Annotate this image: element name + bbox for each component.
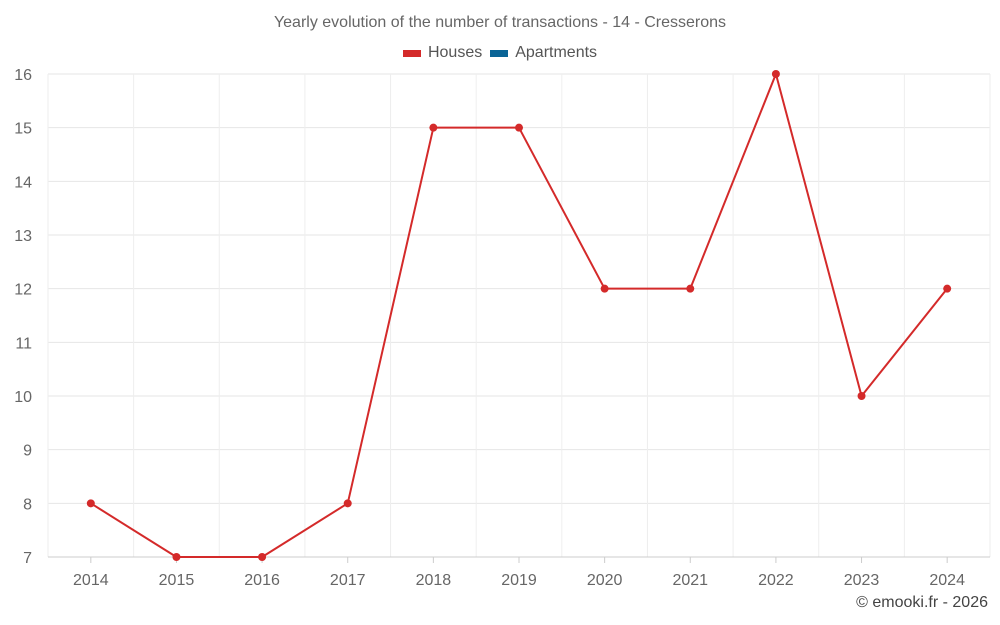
y-tick-label: 10 — [14, 389, 32, 406]
data-point[interactable] — [86, 499, 95, 508]
data-point[interactable] — [343, 499, 352, 508]
y-tick-label: 13 — [14, 228, 32, 245]
x-tick-label: 2015 — [159, 572, 195, 589]
data-point[interactable] — [943, 284, 952, 293]
data-point[interactable] — [172, 553, 181, 561]
data-point[interactable] — [429, 123, 438, 132]
series — [86, 70, 952, 561]
x-tick-label: 2020 — [587, 572, 623, 589]
chart-title: Yearly evolution of the number of transa… — [273, 14, 727, 31]
data-point[interactable] — [857, 392, 866, 400]
x-tick-label: 2021 — [672, 572, 708, 589]
x-tick-label: 2022 — [758, 572, 794, 589]
legend-item-houses[interactable]: Houses — [402, 44, 483, 62]
legend: Houses Apartments — [0, 44, 1000, 62]
legend-swatch-houses — [402, 49, 421, 57]
legend-label-houses: Houses — [427, 44, 483, 61]
x-tick-label: 2014 — [73, 572, 109, 589]
y-tick-label: 15 — [14, 121, 32, 138]
legend-swatch-apartments — [490, 49, 509, 57]
data-point[interactable] — [515, 123, 523, 132]
data-point[interactable] — [258, 553, 267, 561]
grid — [47, 73, 991, 558]
data-point[interactable] — [600, 284, 609, 293]
y-tick-label: 9 — [23, 443, 32, 460]
x-tick-label: 2017 — [330, 572, 366, 589]
x-tick-label: 2019 — [501, 572, 537, 589]
y-tick-label: 7 — [23, 550, 32, 567]
x-tick-label: 2016 — [244, 572, 280, 589]
y-tick-label: 8 — [23, 496, 32, 513]
y-tick-label: 11 — [15, 335, 32, 352]
x-tick-label: 2023 — [844, 572, 880, 589]
axes: 7 8 9 10 11 12 13 14 15 16 2014 2015 2016 2017 2018 201… — [14, 67, 990, 589]
y-tick-label: 14 — [14, 174, 32, 191]
legend-label-apartments: Apartments — [515, 44, 598, 61]
x-tick-label: 2018 — [416, 572, 452, 589]
y-tick-label: 12 — [14, 282, 32, 299]
data-point[interactable] — [686, 284, 695, 293]
data-point[interactable] — [771, 70, 780, 78]
y-tick-label: 16 — [14, 67, 32, 84]
x-tick-label: 2024 — [929, 572, 965, 589]
credit-text: © emooki.fr - 2026 — [856, 594, 988, 611]
legend-item-apartments[interactable]: Apartments — [490, 44, 597, 62]
